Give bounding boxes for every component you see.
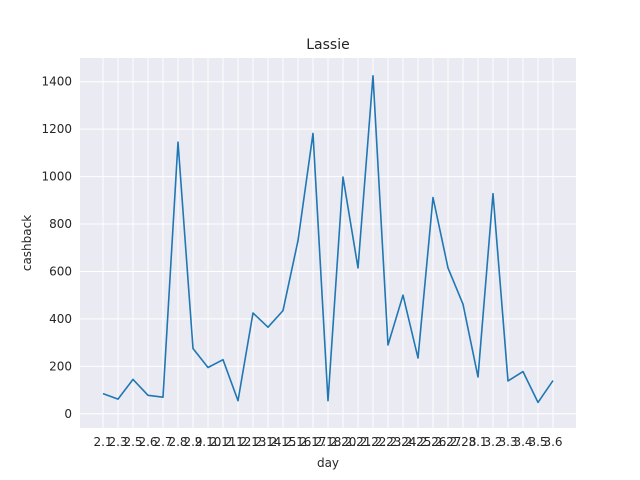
x-tick-label: 2.28 xyxy=(450,435,477,449)
x-tick-label: 2.10 xyxy=(195,435,222,449)
x-tick-label: 2.13 xyxy=(240,435,267,449)
x-tick-label: 3.6 xyxy=(543,435,562,449)
y-axis-label: cashback xyxy=(20,215,34,271)
x-tick-label: 2.24 xyxy=(390,435,417,449)
y-tick-label: 800 xyxy=(49,217,72,231)
x-tick-label: 2.11 xyxy=(210,435,237,449)
x-tick-labels: 2.12.32.52.62.72.82.92.102.112.122.132.1… xyxy=(93,435,562,449)
x-tick-label: 2.12 xyxy=(225,435,252,449)
x-tick-label: 3.3 xyxy=(498,435,517,449)
x-tick-label: 2.26 xyxy=(420,435,447,449)
y-tick-label: 600 xyxy=(49,264,72,278)
x-tick-label: 2.6 xyxy=(138,435,157,449)
y-tick-label: 1000 xyxy=(41,170,72,184)
x-tick-label: 2.20 xyxy=(330,435,357,449)
x-tick-label: 2.5 xyxy=(123,435,142,449)
x-tick-label: 3.1 xyxy=(468,435,487,449)
x-tick-label: 2.1 xyxy=(93,435,112,449)
y-tick-label: 1200 xyxy=(41,122,72,136)
y-tick-label: 1400 xyxy=(41,75,72,89)
y-tick-label: 400 xyxy=(49,312,72,326)
x-tick-label: 2.21 xyxy=(345,435,372,449)
x-tick-label: 2.15 xyxy=(270,435,297,449)
x-tick-label: 2.23 xyxy=(375,435,402,449)
series-line xyxy=(102,75,554,404)
x-tick-label: 2.27 xyxy=(435,435,462,449)
x-tick-label: 3.4 xyxy=(513,435,532,449)
x-tick-label: 2.25 xyxy=(405,435,432,449)
x-tick-label: 2.7 xyxy=(153,435,172,449)
x-tick-label: 2.9 xyxy=(183,435,202,449)
x-tick-label: 2.16 xyxy=(285,435,312,449)
x-tick-label: 2.8 xyxy=(168,435,187,449)
x-axis-label: day xyxy=(317,456,339,470)
x-tick-label: 3.5 xyxy=(528,435,547,449)
x-tick-label: 2.3 xyxy=(108,435,127,449)
x-tick-label: 2.22 xyxy=(360,435,387,449)
x-tick-label: 2.18 xyxy=(315,435,342,449)
y-tick-label: 200 xyxy=(49,359,72,373)
chart-title: Lassie xyxy=(306,37,349,53)
x-tick-label: 3.2 xyxy=(483,435,502,449)
x-tick-label: 2.14 xyxy=(255,435,282,449)
y-tick-label: 0 xyxy=(64,407,72,421)
y-tick-labels: 0 200 400 600 800 1000 1200 1400 xyxy=(41,75,72,421)
x-tick-label: 2.17 xyxy=(300,435,327,449)
